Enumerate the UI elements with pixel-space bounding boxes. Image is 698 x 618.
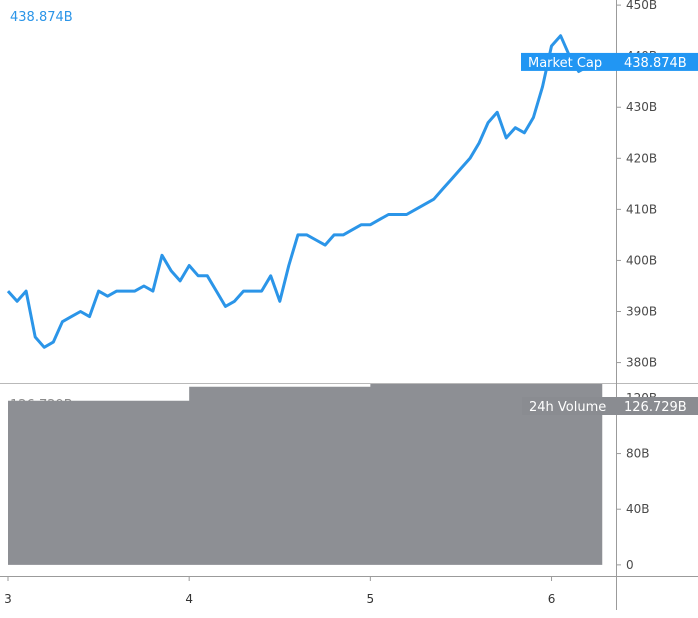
market-cap-line <box>6 34 598 349</box>
y-tick-label: 380B <box>626 356 657 370</box>
y-tick-label: 0 <box>626 558 634 572</box>
value-tags: Market Cap 438.874B 24h Volume 126.729B <box>521 52 698 415</box>
y-tick-label: 400B <box>626 253 657 267</box>
volume-tag-label: 24h Volume <box>529 400 606 415</box>
y-tick-label: 450B <box>626 0 657 12</box>
volume-pane <box>8 384 603 565</box>
y-tick-label: 430B <box>626 100 657 114</box>
y-tick-label: 40B <box>626 502 650 516</box>
market-cap-tag-label: Market Cap <box>528 56 602 71</box>
volume-area <box>8 384 603 565</box>
volume-tag-value: 126.729B <box>624 400 687 415</box>
y-tick-label: 80B <box>626 447 650 461</box>
volume-tag-bg <box>522 397 698 415</box>
x-tick-label: 4 <box>185 592 193 606</box>
x-tick-label: 3 <box>4 592 12 606</box>
market-cap-tag-bg <box>521 52 698 71</box>
y-tick-label: 410B <box>626 202 657 216</box>
y-tick-label: 390B <box>626 305 657 319</box>
market-cap-pane <box>6 34 598 349</box>
market-cap-tag-value: 438.874B <box>624 56 687 71</box>
y-tick-label: 420B <box>626 151 657 165</box>
x-tick-label: 6 <box>548 592 556 606</box>
market-cap-readout: 438.874B <box>10 10 73 25</box>
x-tick-label: 5 <box>367 592 375 606</box>
